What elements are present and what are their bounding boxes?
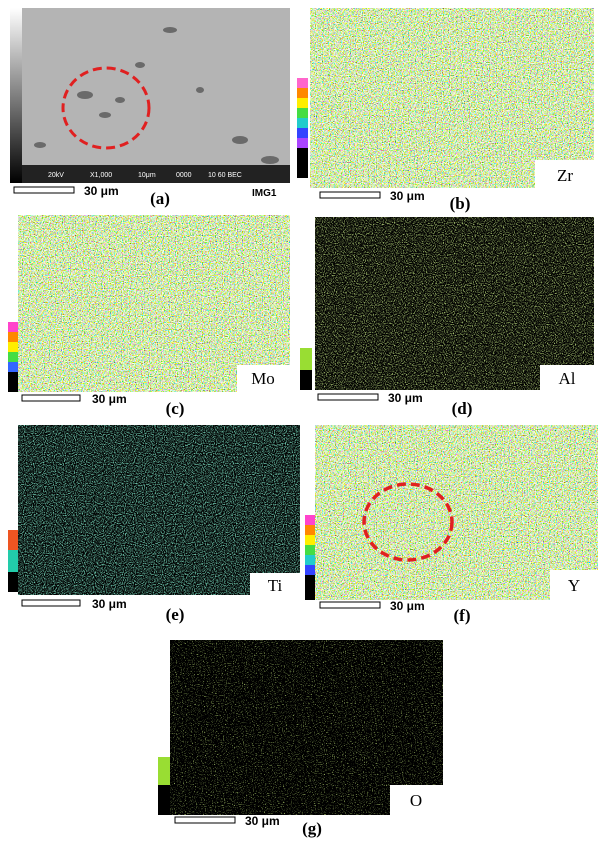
color-legend (300, 348, 312, 390)
highlight-circle (61, 66, 151, 150)
scale-bar (319, 191, 381, 199)
sem-info: 10 60 BEC (208, 172, 242, 179)
panel-label: (d) (452, 399, 473, 418)
scale-bar (13, 186, 75, 194)
element-label: Y (568, 576, 580, 595)
scale-bar (317, 393, 379, 401)
map-image (310, 8, 594, 188)
element-box (540, 365, 594, 392)
scale-label: 30 μm (390, 599, 425, 613)
element-box (550, 570, 598, 600)
sem-info-bar (22, 165, 290, 183)
map-image (18, 425, 300, 595)
gray-bar (10, 8, 22, 183)
color-legend (305, 515, 315, 600)
color-legend (8, 322, 18, 392)
panel-label: (f) (454, 606, 471, 625)
color-legend (8, 530, 18, 592)
scale-bar (21, 394, 81, 402)
highlight-circle (362, 482, 454, 562)
panel-label: (b) (450, 194, 471, 213)
scale-label: 30 μm (388, 391, 423, 405)
sem-info: 10μm (138, 172, 156, 179)
element-label: O (410, 791, 422, 810)
scale-label: 30 μm (245, 814, 280, 828)
scale-label: 30 μm (390, 189, 425, 203)
scale-label: 30 μm (92, 597, 127, 611)
scale-bar (21, 599, 81, 607)
color-legend (158, 757, 170, 815)
scale-label: 30 μm (92, 392, 127, 406)
panel-label: (a) (150, 189, 170, 208)
sem-info: 20kV (48, 172, 64, 179)
map-image (315, 217, 594, 390)
scale-label: 30 μm (84, 184, 119, 198)
element-box (535, 160, 595, 190)
element-label: Mo (251, 369, 275, 388)
element-box (237, 365, 290, 392)
panel-label: (c) (166, 399, 185, 418)
element-label: Zr (557, 166, 573, 185)
color-legend (297, 78, 308, 178)
element-box (250, 573, 300, 598)
panel-label: (e) (166, 605, 185, 624)
scale-bar (174, 816, 236, 824)
sem-info: X1,000 (90, 172, 112, 179)
element-label: Ti (268, 576, 283, 595)
element-label: Al (559, 369, 576, 388)
sem-particles (34, 27, 279, 164)
map-image (18, 215, 290, 392)
element-box (390, 785, 443, 815)
sem-info: 0000 (176, 172, 192, 179)
panel-label: (g) (302, 819, 322, 838)
image-id: IMG1 (252, 188, 277, 199)
scale-bar (319, 601, 381, 609)
sem-image (10, 8, 290, 183)
